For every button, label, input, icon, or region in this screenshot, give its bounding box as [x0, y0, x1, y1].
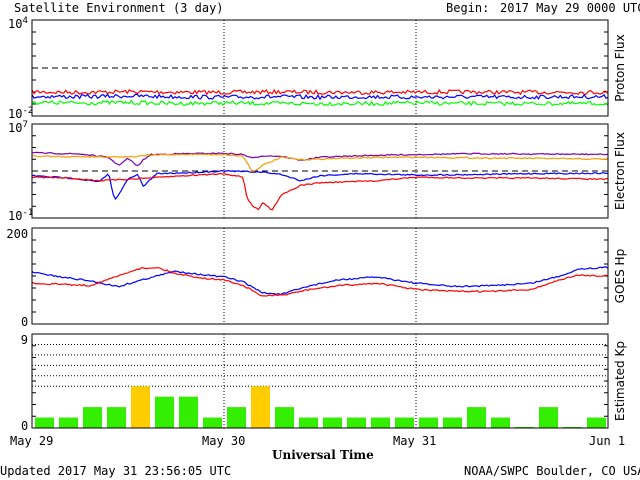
panel-frame	[31, 19, 609, 117]
y-tick-label-top: 200	[6, 227, 28, 241]
kp-bar	[155, 396, 174, 428]
y-tick-label-bottom: 0	[21, 419, 28, 433]
y-tick-label-bottom: 10-1	[8, 208, 33, 223]
kp-bar	[107, 407, 126, 428]
panel-frame	[31, 333, 609, 429]
series-line	[31, 93, 609, 101]
y-tick-label-top: 104	[8, 16, 28, 31]
x-tick-label: May 30	[202, 434, 246, 448]
y-tick-label-bottom: 10-2	[8, 106, 33, 121]
updated-timestamp: Updated 2017 May 31 23:56:05 UTC	[0, 464, 232, 478]
series-line	[31, 99, 609, 107]
x-axis-label: Universal Time	[272, 448, 374, 462]
x-tick-label: Jun 1	[589, 434, 626, 448]
kp-bar	[203, 417, 222, 428]
y-tick-label-bottom: 0	[21, 315, 28, 329]
kp-bar	[35, 417, 54, 428]
series-line	[31, 169, 609, 200]
kp-bar	[83, 407, 102, 428]
kp-bar	[251, 386, 270, 428]
kp-bar	[491, 417, 510, 428]
kp-bar	[275, 407, 294, 428]
panel-frame	[31, 227, 609, 325]
begin-value: 2017 May 29 0000 UTC	[500, 1, 640, 15]
kp-bar	[539, 407, 558, 428]
kp-bar	[443, 417, 462, 428]
kp-bar	[179, 396, 198, 428]
chart-title: Satellite Environment (3 day)	[14, 1, 224, 15]
series-line	[31, 151, 609, 167]
y-tick-label-top: 9	[21, 333, 28, 347]
y-axis-label: GOES Hp	[613, 249, 627, 303]
kp-bar	[131, 386, 150, 428]
y-axis-label: Electron Flux	[613, 132, 627, 210]
kp-bar	[395, 417, 414, 428]
kp-bar	[467, 407, 486, 428]
series-line	[31, 267, 609, 297]
panel-frame	[31, 123, 609, 219]
series-line	[31, 172, 608, 211]
x-tick-label: May 29	[10, 434, 54, 448]
x-tick-label: May 31	[393, 434, 437, 448]
y-axis-label: Proton Flux	[613, 34, 627, 101]
kp-bar	[227, 407, 246, 428]
series-line	[31, 266, 609, 296]
kp-bar	[59, 417, 78, 428]
kp-bar	[371, 417, 390, 428]
credit-text: NOAA/SWPC Boulder, CO USA	[464, 464, 640, 478]
kp-bar	[299, 417, 318, 428]
kp-bar	[587, 417, 606, 428]
series-line	[31, 88, 609, 96]
kp-bar	[563, 426, 582, 428]
kp-bar	[323, 417, 342, 428]
series-line	[31, 153, 609, 173]
kp-bar	[515, 426, 534, 428]
kp-bar	[347, 417, 366, 428]
y-axis-label: Estimated Kp	[613, 341, 627, 421]
y-tick-label-top: 107	[8, 120, 28, 135]
kp-bar	[419, 417, 438, 428]
begin-label: Begin:	[446, 1, 490, 15]
